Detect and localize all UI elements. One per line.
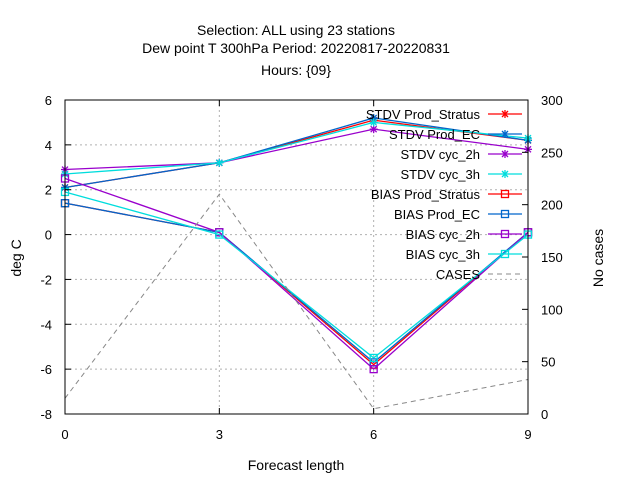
legend-item-stdv-cyc-2h: STDV cyc_2h — [401, 147, 522, 162]
legend-item-stdv-cyc-3h: STDV cyc_3h — [401, 167, 522, 182]
legend-label: STDV Prod_EC — [389, 127, 480, 142]
legend-label: BIAS Prod_EC — [394, 207, 480, 222]
legend-item-stdv-prod-ec: STDV Prod_EC — [389, 127, 522, 142]
data-point-stdv-cyc-3h — [215, 158, 224, 167]
x-tick-label: 6 — [370, 427, 377, 442]
series-line-bias-prod-ec — [64, 202, 529, 364]
y-tick-label: -2 — [40, 272, 52, 287]
series-line-stdv-cyc-3h — [64, 121, 529, 175]
y2-tick-label: 250 — [541, 145, 563, 160]
legend-item-cases: CASES — [436, 267, 522, 282]
series-line-bias-cyc-3h — [64, 191, 529, 359]
legend-label: BIAS cyc_3h — [406, 247, 480, 262]
chart-title-line-3: Hours: {09} — [261, 62, 331, 78]
y2-tick-label: 0 — [541, 407, 548, 422]
x-axis-label: Forecast length — [248, 457, 345, 473]
y-tick-label: 2 — [45, 183, 52, 198]
x-axis-ticks: 0 3 6 9 — [61, 100, 532, 442]
legend-item-bias-cyc-2h: BIAS cyc_2h — [406, 227, 522, 242]
legend-label: STDV cyc_3h — [401, 167, 480, 182]
y2-tick-label: 100 — [541, 302, 563, 317]
y-tick-label: 0 — [45, 228, 52, 243]
data-point-bias-cyc-3h — [215, 230, 224, 239]
chart-title-line-1: Selection: ALL using 23 stations — [197, 22, 395, 38]
y2-tick-label: 200 — [541, 198, 563, 213]
x-tick-label: 3 — [216, 427, 223, 442]
legend-label: BIAS cyc_2h — [406, 227, 480, 242]
chart-title-line-2: Dew point T 300hPa Period: 20220817-2022… — [142, 40, 450, 56]
series-line-stdv-cyc-2h — [64, 128, 529, 171]
y-tick-label: 6 — [45, 93, 52, 108]
plot-area — [60, 99, 533, 415]
y-tick-label: 4 — [45, 138, 52, 153]
series-line-stdv-prod-ec — [64, 117, 529, 189]
legend-item-bias-prod-stratus: BIAS Prod_Stratus — [371, 187, 522, 202]
y2-axis-label: No cases — [590, 229, 606, 287]
legend-label: STDV cyc_2h — [401, 147, 480, 162]
data-point-stdv-cyc-3h — [369, 118, 378, 127]
series-line-cases — [64, 193, 529, 410]
legend-item-bias-prod-ec: BIAS Prod_EC — [394, 207, 522, 222]
data-point-stdv-cyc-2h — [369, 125, 378, 134]
y-axis-label: deg C — [8, 239, 24, 276]
legend-label: BIAS Prod_Stratus — [371, 187, 481, 202]
y-tick-label: -8 — [40, 407, 52, 422]
y-tick-label: -6 — [40, 362, 52, 377]
legend-item-bias-cyc-3h: BIAS cyc_3h — [406, 247, 522, 262]
x-tick-label: 0 — [61, 427, 68, 442]
y-tick-label: -4 — [40, 317, 52, 332]
y2-tick-label: 300 — [541, 93, 563, 108]
legend-item-stdv-prod-stratus: STDV Prod_Stratus — [366, 107, 522, 122]
legend-label: STDV Prod_Stratus — [366, 107, 481, 122]
legend-label: CASES — [436, 267, 480, 282]
y2-axis-ticks: 0 50 100 150 200 250 300 — [522, 93, 563, 422]
y2-tick-label: 150 — [541, 250, 563, 265]
x-tick-label: 9 — [524, 427, 531, 442]
data-point-bias-cyc-3h — [369, 353, 378, 363]
y2-tick-label: 50 — [541, 355, 555, 370]
legend: STDV Prod_Stratus STDV Prod_EC STDV cyc_2h… — [366, 107, 522, 282]
y-axis-ticks: -8 -6 -4 -2 0 2 4 6 — [40, 93, 71, 422]
data-point-bias-cyc-2h — [369, 364, 378, 374]
